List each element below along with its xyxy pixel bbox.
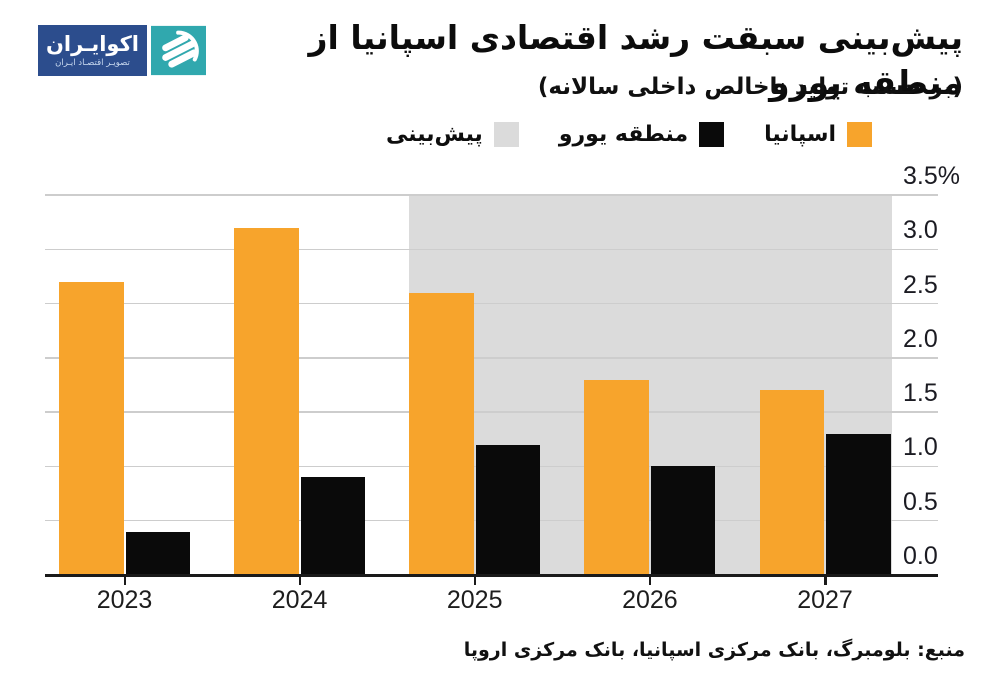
bar-eurozone-2024 (300, 477, 366, 575)
x-axis-label-2024: 2024 (271, 586, 328, 614)
bar-eurozone-2023 (125, 531, 190, 575)
legend-item-forecast: پیش‌بینی (386, 122, 519, 147)
legend-item-spain: اسپانیا (764, 122, 872, 147)
x-axis-tick (123, 576, 126, 585)
x-axis-tick (824, 576, 827, 585)
bar-spain-2024 (234, 227, 299, 575)
y-axis-label: 3.0 (903, 216, 938, 245)
y-axis-label: 2.5 (903, 270, 938, 299)
page-title: پیش‌بینی سبقت رشد اقتصادی اسپانیا از منط… (308, 18, 963, 102)
y-axis-label: 3.5% (903, 162, 960, 190)
bar-eurozone-2025 (475, 444, 541, 575)
legend-label-forecast: پیش‌بینی (385, 122, 483, 147)
spain-swatch (847, 122, 872, 147)
bar-spain-2027 (759, 390, 824, 575)
logo-brand-name: اکوایـران (45, 32, 140, 57)
bar-spain-2023 (59, 281, 124, 575)
legend-label-eurozone: منطقه یورو (558, 122, 689, 147)
y-axis-label: 1.0 (903, 433, 938, 462)
x-axis-tick (648, 576, 652, 585)
legend-item-eurozone: منطقه یورو (558, 122, 725, 147)
bar-spain-2025 (409, 292, 474, 575)
x-axis-tick (298, 576, 302, 585)
gridline (45, 302, 938, 305)
y-axis-label: 2.0 (903, 324, 938, 353)
bar-eurozone-2027 (826, 433, 891, 575)
gridline (45, 248, 938, 251)
gridline (45, 357, 938, 359)
logo-tagline: تصویـر اقتصـاد ایـران (55, 57, 130, 68)
eurozone-swatch (699, 122, 725, 147)
logo-text-box: اکوایـران تصویـر اقتصـاد ایـران (38, 25, 147, 76)
x-axis-label-2026: 2026 (622, 586, 678, 614)
bar-spain-2026 (584, 379, 649, 575)
eco-iran-logo: اکوایـران تصویـر اقتصـاد ایـران (38, 25, 206, 76)
legend-label-spain: اسپانیا (764, 122, 836, 147)
y-axis-label: 0.0 (903, 542, 938, 570)
forecast-swatch (493, 122, 519, 147)
chart-legend: اسپانیا منطقه یورو پیش‌بینی (386, 122, 872, 147)
gridline (45, 411, 938, 413)
bar-eurozone-2026 (650, 466, 716, 575)
x-axis-tick (473, 576, 477, 585)
y-axis-label: 0.5 (903, 487, 938, 516)
logo-divider (147, 25, 151, 76)
x-axis-label-2023: 2023 (96, 586, 153, 614)
x-axis-line (45, 574, 938, 577)
x-axis-label-2027: 2027 (797, 586, 853, 614)
source-note: منبع: بلومبرگ، بانک مرکزی اسپانیا، بانک … (463, 639, 965, 661)
page-subtitle: (بر حسب تولید ناخالص داخلی سالانه) (537, 74, 963, 100)
eco-iran-emblem-icon (151, 25, 206, 76)
x-axis-label-2025: 2025 (446, 586, 503, 614)
gridline (45, 194, 938, 196)
y-axis-label: 1.5 (903, 379, 938, 408)
